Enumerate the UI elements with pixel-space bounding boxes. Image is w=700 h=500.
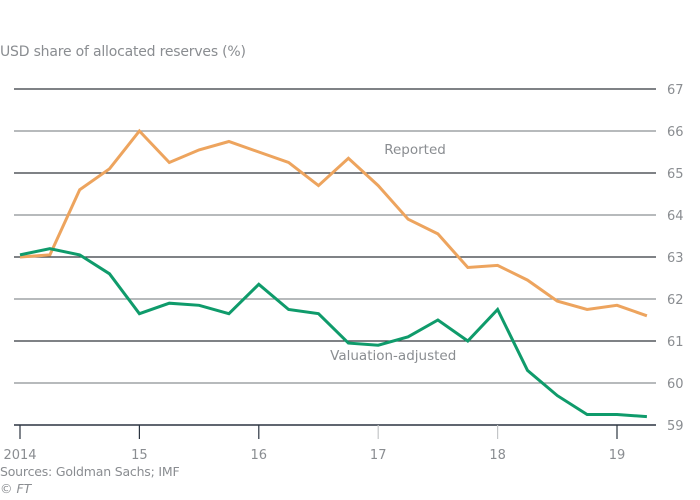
y-tick-label: 62 <box>667 293 684 308</box>
y-axis-title: USD share of allocated reserves (%) <box>0 44 246 60</box>
valuation-adjusted-line <box>19 247 648 419</box>
series-labels: Reported Valuation-adjusted <box>330 142 456 364</box>
x-tick-label: 2014 <box>3 448 36 463</box>
source-note: Sources: Goldman Sachs; IMF <box>0 464 180 479</box>
x-axis: 2014 15 16 17 18 19 <box>3 425 625 463</box>
series-lines <box>19 128 648 419</box>
y-tick-label: 59 <box>667 419 684 434</box>
y-tick-label: 67 <box>667 83 684 98</box>
y-tick-label: 60 <box>667 377 684 392</box>
valuation-adjusted-label: Valuation-adjusted <box>330 348 456 364</box>
y-tick-label: 64 <box>667 209 684 224</box>
reported-label: Reported <box>384 142 446 158</box>
x-tick-label: 16 <box>251 448 268 463</box>
gridlines <box>14 88 656 426</box>
x-tick-label: 17 <box>370 448 387 463</box>
copyright: © FT <box>0 481 32 496</box>
x-tick-label: 15 <box>131 448 148 463</box>
y-tick-labels: 59 60 61 62 63 64 65 66 67 <box>667 83 684 434</box>
y-tick-label: 65 <box>667 167 684 182</box>
x-tick-label: 18 <box>489 448 506 463</box>
reported-line <box>19 128 648 318</box>
y-tick-label: 61 <box>667 335 684 350</box>
y-tick-label: 66 <box>667 125 684 140</box>
y-tick-label: 63 <box>667 251 684 266</box>
x-tick-label: 19 <box>609 448 626 463</box>
